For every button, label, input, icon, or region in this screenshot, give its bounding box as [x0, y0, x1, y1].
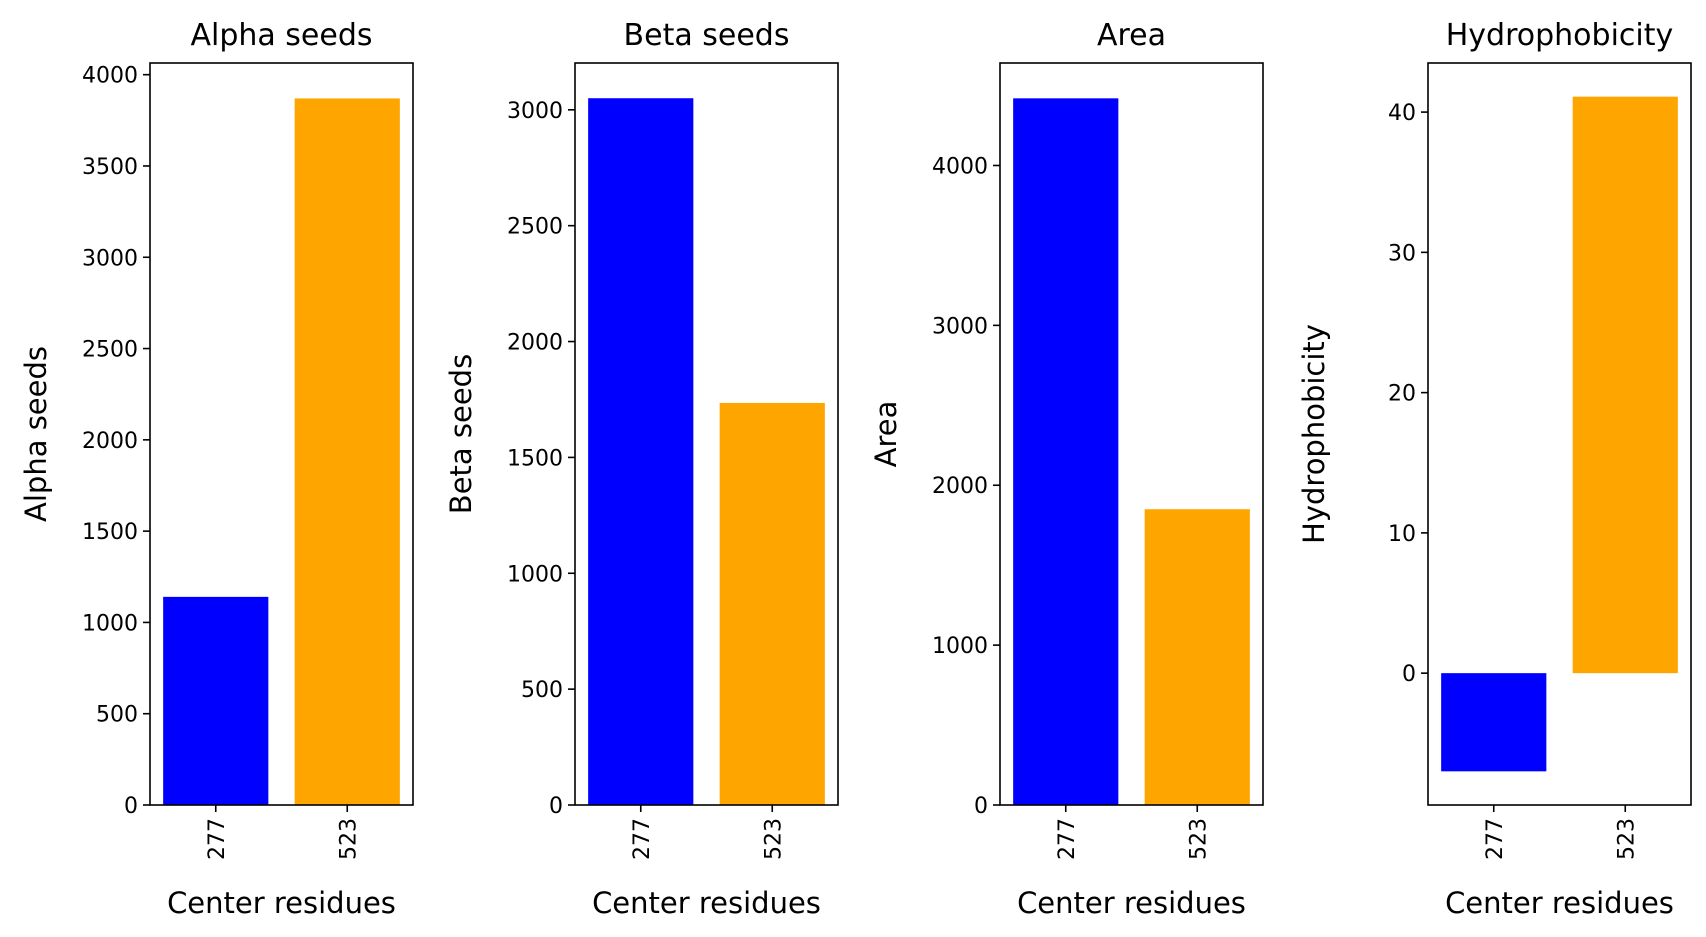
x-tick-label: 523 — [1614, 818, 1639, 860]
bar — [1441, 673, 1547, 772]
axes-frame — [999, 62, 1264, 806]
chart-panel: 0 1000 2000 3000 4000 277 523 Area Center residu… — [869, 18, 1264, 920]
bar — [588, 98, 694, 806]
x-tick-label: 277 — [1483, 818, 1508, 860]
y-tick-label: 1500 — [82, 520, 138, 545]
bar — [1013, 98, 1119, 806]
y-tick-label: 500 — [521, 678, 563, 703]
chart-title: Area — [1097, 18, 1166, 53]
chart-title: Beta seeds — [624, 18, 790, 53]
x-axis-label: Center residues — [1017, 886, 1246, 920]
chart-panel: 0 500 1000 1500 2000 2500 3000 277 523 Beta seeds… — [444, 18, 839, 920]
y-tick-label: 20 — [1388, 382, 1416, 407]
x-axis-label: Center residues — [592, 886, 821, 920]
y-tick-label: 3000 — [507, 99, 563, 124]
y-axis-label: Area — [869, 401, 903, 468]
y-tick-label: 30 — [1388, 241, 1416, 266]
y-tick-label: 1000 — [82, 611, 138, 636]
bar — [1572, 96, 1678, 674]
y-tick-label: 3000 — [932, 314, 988, 339]
chart-title: Hydrophobicity — [1446, 18, 1674, 53]
y-tick-label: 1500 — [507, 446, 563, 471]
x-tick-label: 277 — [1055, 818, 1080, 860]
y-axis-label: Alpha seeds — [19, 346, 53, 522]
y-tick-label: 10 — [1388, 522, 1416, 547]
x-axis-label: Center residues — [167, 886, 396, 920]
y-tick-label: 3500 — [82, 155, 138, 180]
y-tick-label: 0 — [1402, 662, 1416, 687]
y-tick-label: 3000 — [82, 246, 138, 271]
y-tick-label: 0 — [549, 794, 563, 819]
x-axis-label: Center residues — [1445, 886, 1674, 920]
axes-frame — [574, 62, 839, 806]
x-tick-label: 523 — [1186, 818, 1211, 860]
y-tick-label: 2500 — [82, 338, 138, 363]
y-tick-label: 2000 — [507, 331, 563, 356]
bar — [719, 402, 825, 805]
y-tick-label: 2000 — [932, 474, 988, 499]
y-tick-label: 0 — [124, 794, 138, 819]
y-tick-label: 1000 — [932, 634, 988, 659]
chart-title: Alpha seeds — [190, 18, 372, 53]
y-tick-label: 0 — [974, 794, 988, 819]
x-tick-label: 277 — [630, 818, 655, 860]
y-tick-label: 40 — [1388, 101, 1416, 126]
y-tick-label: 2500 — [507, 215, 563, 240]
x-tick-label: 523 — [336, 818, 361, 860]
x-tick-label: 523 — [761, 818, 786, 860]
chart-panel: 0 10 20 30 40 277 523 Hydrophobicity Center resi… — [1297, 18, 1692, 920]
y-tick-label: 500 — [96, 703, 138, 728]
x-tick-label: 277 — [205, 818, 230, 860]
chart-panel: 0 500 1000 1500 2000 2500 3000 3500 4000 277 523 Al… — [19, 18, 414, 920]
bar — [163, 596, 269, 805]
y-tick-label: 4000 — [82, 64, 138, 89]
axes-frame — [1427, 62, 1692, 806]
bar — [1144, 509, 1250, 805]
axes-frame — [149, 62, 414, 806]
y-axis-label: Hydrophobicity — [1297, 324, 1331, 544]
y-tick-label: 4000 — [932, 154, 988, 179]
y-tick-label: 2000 — [82, 429, 138, 454]
y-tick-label: 1000 — [507, 562, 563, 587]
bar — [294, 98, 400, 805]
y-axis-label: Beta seeds — [444, 354, 478, 514]
